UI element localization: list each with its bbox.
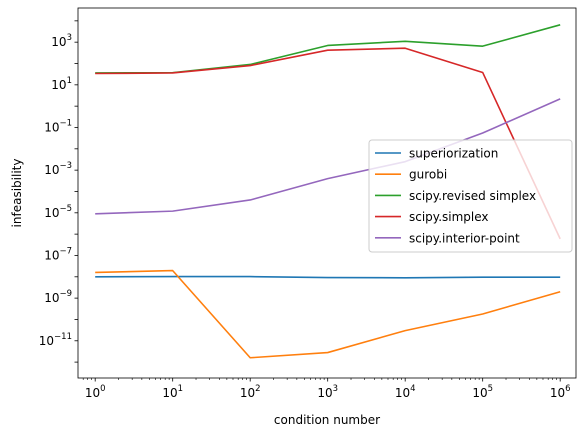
y-tick-label: 101 — [51, 76, 72, 92]
x-tick-label: 106 — [550, 384, 571, 400]
y-tick-label: 10−1 — [44, 118, 72, 134]
series-lines — [95, 24, 561, 359]
legend: superiorization gurobi scipy.revised simpl… — [368, 139, 573, 253]
x-tick-label: 100 — [85, 384, 106, 400]
legend-label: scipy.revised simplex — [409, 189, 536, 203]
y-tick-label: 10−11 — [39, 332, 72, 348]
y-tick-label: 10−5 — [44, 204, 72, 220]
legend-label: gurobi — [409, 168, 447, 182]
legend-box — [368, 139, 573, 253]
x-tick-label: 105 — [472, 384, 493, 400]
series-line-1 — [95, 269, 561, 359]
series-line-0 — [95, 275, 561, 279]
x-axis-ticks: 100 101 102 103 104 105 106 — [82, 378, 571, 400]
y-axis-label: infeasibility — [10, 159, 24, 228]
legend-label: scipy.interior-point — [409, 231, 520, 245]
y-tick-label: 103 — [51, 33, 72, 49]
y-axis-ticks: 10−11 10−9 10−7 10−5 10−3 10−1 101 103 — [39, 20, 78, 363]
x-tick-label: 101 — [162, 384, 183, 400]
x-tick-label: 102 — [240, 384, 261, 400]
y-tick-label: 10−9 — [44, 289, 72, 305]
y-tick-label: 10−3 — [44, 161, 72, 177]
series-line-4 — [95, 98, 561, 215]
x-tick-label: 103 — [317, 384, 338, 400]
series-line-3 — [95, 47, 561, 240]
legend-label: superiorization — [409, 147, 498, 161]
plot-frame — [77, 7, 577, 379]
legend-label: scipy.simplex — [409, 210, 489, 224]
y-tick-label: 10−7 — [44, 246, 72, 262]
x-tick-label: 104 — [395, 384, 416, 400]
x-axis-label: condition number — [274, 413, 380, 427]
